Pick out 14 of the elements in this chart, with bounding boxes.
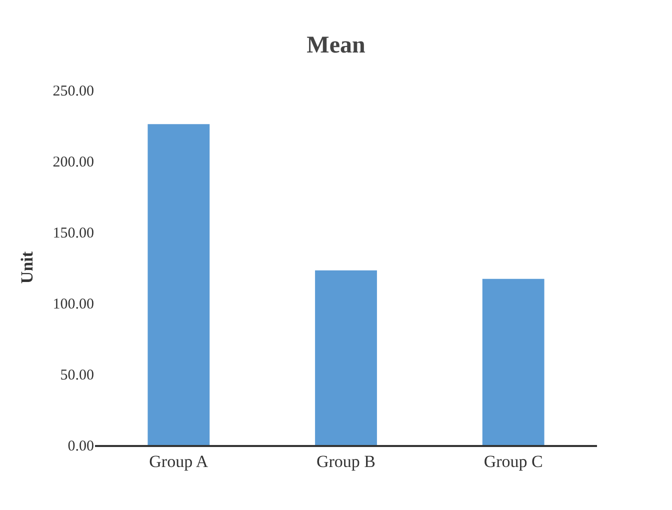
y-tick-label: 50.00 [60, 367, 94, 384]
y-tick-label: 100.00 [52, 296, 94, 312]
x-tick-label: Group B [316, 452, 376, 472]
y-tick-label: 250.00 [52, 83, 94, 100]
chart-title: Mean [306, 32, 366, 58]
bar [148, 124, 210, 445]
y-tick-label: 0.00 [68, 438, 94, 454]
bar [482, 278, 544, 445]
x-tick-label: Group A [149, 452, 209, 472]
x-tick-label: Group C [484, 452, 543, 472]
y-axis-title: Unit [17, 251, 36, 284]
y-tick-label: 200.00 [52, 154, 94, 170]
bar [315, 270, 377, 445]
y-tick-label: 150.00 [52, 225, 94, 242]
